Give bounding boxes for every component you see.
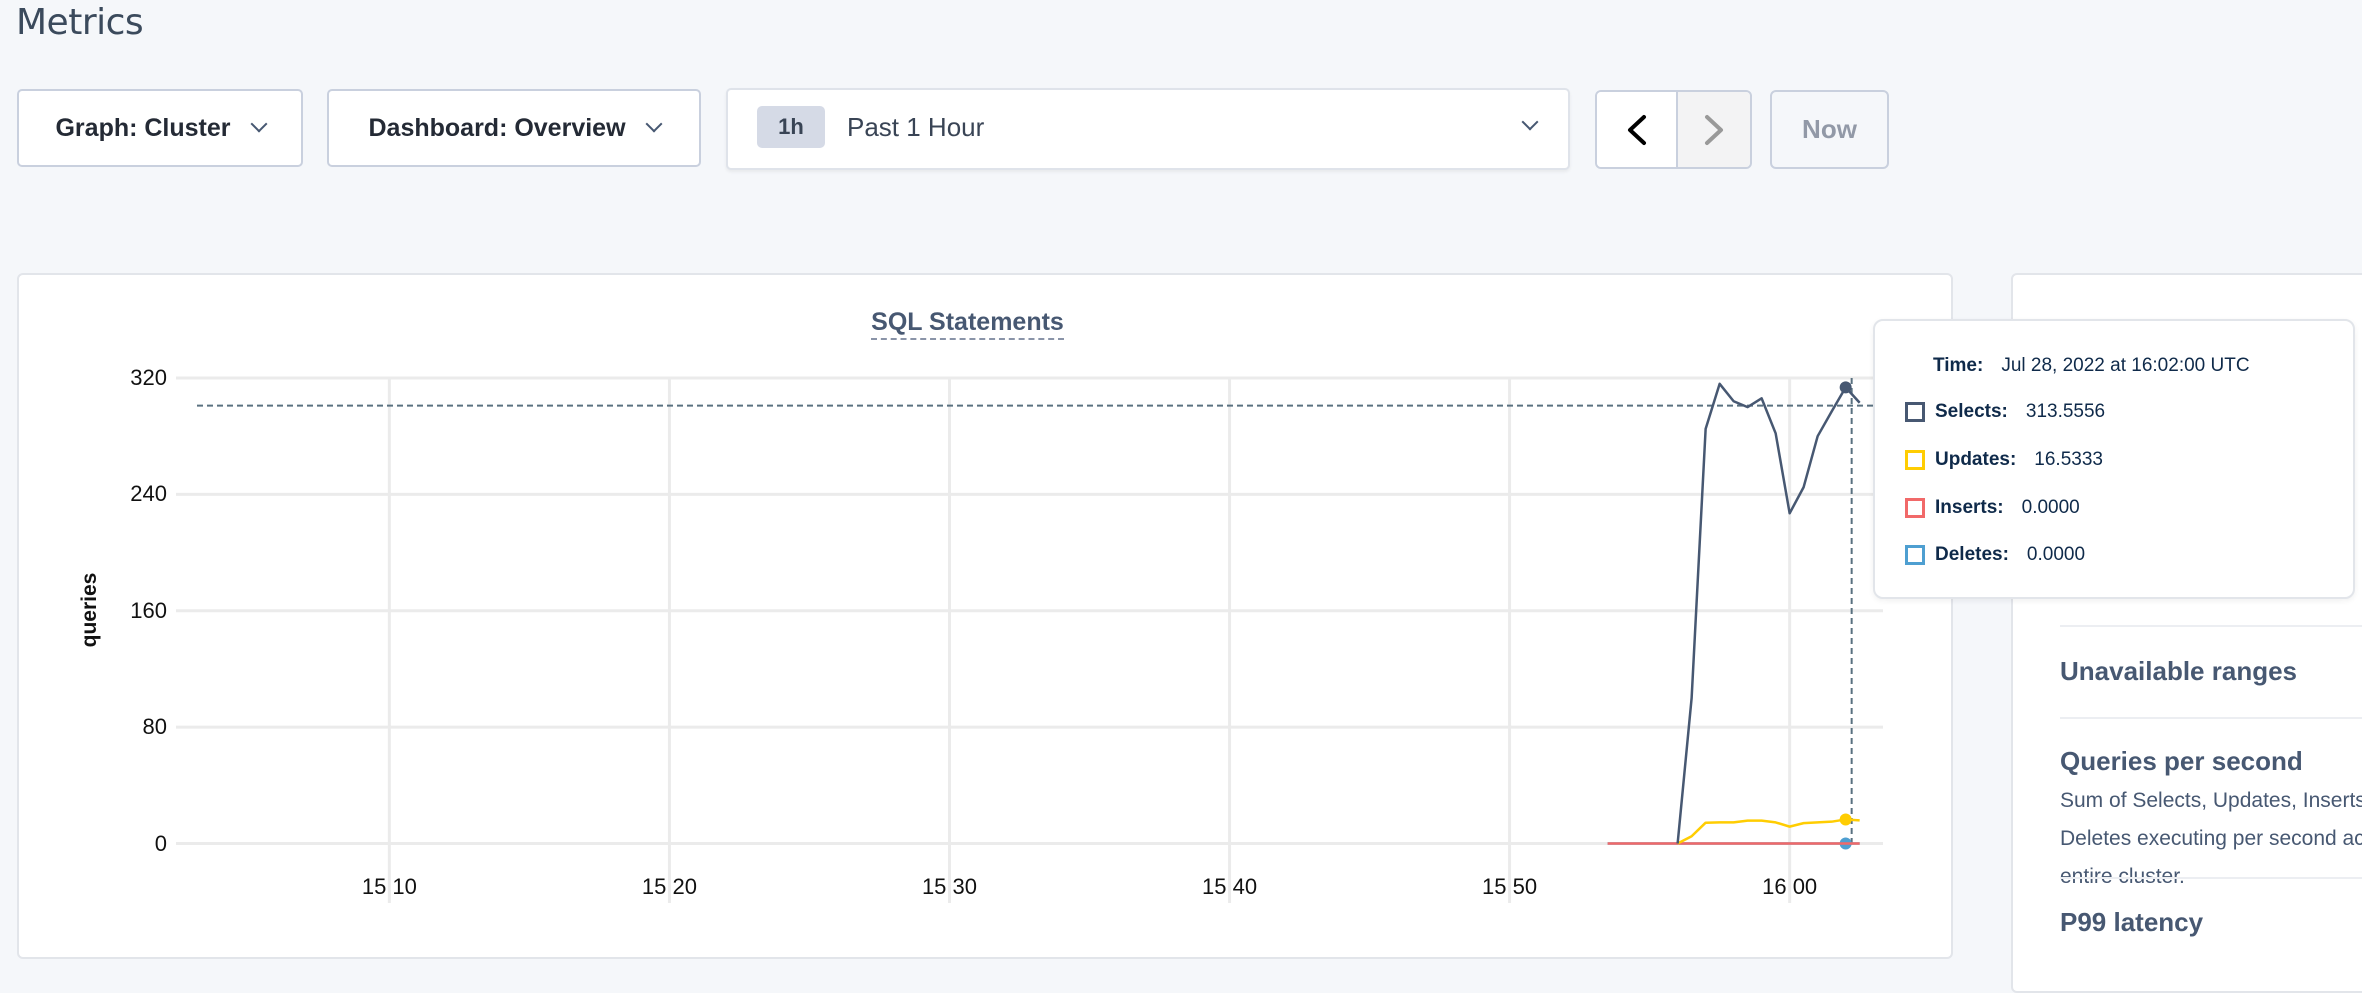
chevron-right-icon bbox=[1705, 114, 1723, 145]
graph-dropdown[interactable]: Graph: Cluster bbox=[17, 89, 303, 167]
updates-legend-swatch bbox=[1905, 450, 1925, 470]
series-line-updates bbox=[1677, 818, 1860, 845]
unavailable-ranges-heading: Unavailable ranges bbox=[2060, 656, 2297, 686]
chevron-left-icon bbox=[1627, 114, 1646, 145]
tooltip-inserts-label: Inserts: bbox=[1935, 497, 2004, 518]
queries-per-second-heading: Queries per second bbox=[2060, 746, 2303, 776]
tooltip-inserts-value: 0.0000 bbox=[2021, 497, 2080, 518]
dashboard-dropdown[interactable]: Dashboard: Overview bbox=[327, 89, 701, 167]
page-title: Metrics bbox=[16, 2, 144, 43]
tooltip-updates-value: 16.5333 bbox=[2034, 449, 2103, 470]
y-tick-label: 320 bbox=[130, 365, 167, 390]
inserts-legend-swatch bbox=[1905, 498, 1925, 518]
tooltip-time-label: Time: bbox=[1933, 355, 1984, 376]
tooltip-selects-value: 313.5556 bbox=[2025, 401, 2106, 422]
graph-dropdown-label: Graph: Cluster bbox=[55, 113, 231, 142]
y-tick-label: 80 bbox=[142, 714, 167, 740]
y-tick-label: 0 bbox=[154, 830, 167, 856]
tooltip-deletes-label: Deletes: bbox=[1935, 544, 2009, 565]
time-range-label: Past 1 Hour bbox=[847, 112, 985, 142]
selects-legend-swatch bbox=[1905, 402, 1925, 422]
queries-per-second-description: Sum of Selects, Updates, Inserts, and De… bbox=[2060, 789, 2362, 888]
y-tick-label: 240 bbox=[130, 481, 167, 507]
deletes-legend-swatch bbox=[1905, 545, 1925, 565]
hover-point-selects bbox=[1839, 381, 1852, 394]
dashboard-dropdown-label: Dashboard: Overview bbox=[368, 113, 626, 142]
time-range-badge: 1h bbox=[757, 106, 825, 148]
chart-title-wrap: SQL Statements bbox=[0, 308, 1935, 340]
chart-tooltip: Time: Jul 28, 2022 at 16:02:00 UTC Selec… bbox=[1873, 319, 2355, 599]
sql-statements-chart[interactable] bbox=[0, 0, 2362, 966]
divider bbox=[2060, 877, 2362, 879]
chart-title[interactable]: SQL Statements bbox=[871, 308, 1064, 340]
tooltip-time-value: Jul 28, 2022 at 16:02:00 UTC bbox=[2001, 355, 2250, 376]
series-line-selects bbox=[1676, 382, 1861, 844]
p99-latency-heading: P99 latency bbox=[2060, 907, 2204, 937]
y-tick-label: 160 bbox=[130, 597, 167, 623]
tooltip-deletes-value: 0.0000 bbox=[2026, 544, 2086, 565]
next-button[interactable] bbox=[1678, 92, 1750, 167]
hover-point-updates bbox=[1839, 813, 1852, 826]
divider bbox=[2060, 717, 2362, 719]
time-nav-group bbox=[1595, 90, 1752, 169]
previous-button[interactable] bbox=[1597, 92, 1678, 167]
tooltip-updates-label: Updates: bbox=[1935, 449, 2017, 470]
tooltip-selects-label: Selects: bbox=[1935, 401, 2008, 422]
now-button[interactable]: Now bbox=[1770, 90, 1889, 169]
divider bbox=[2060, 625, 2362, 627]
time-range-select[interactable]: 1h Past 1 Hour bbox=[726, 88, 1570, 170]
